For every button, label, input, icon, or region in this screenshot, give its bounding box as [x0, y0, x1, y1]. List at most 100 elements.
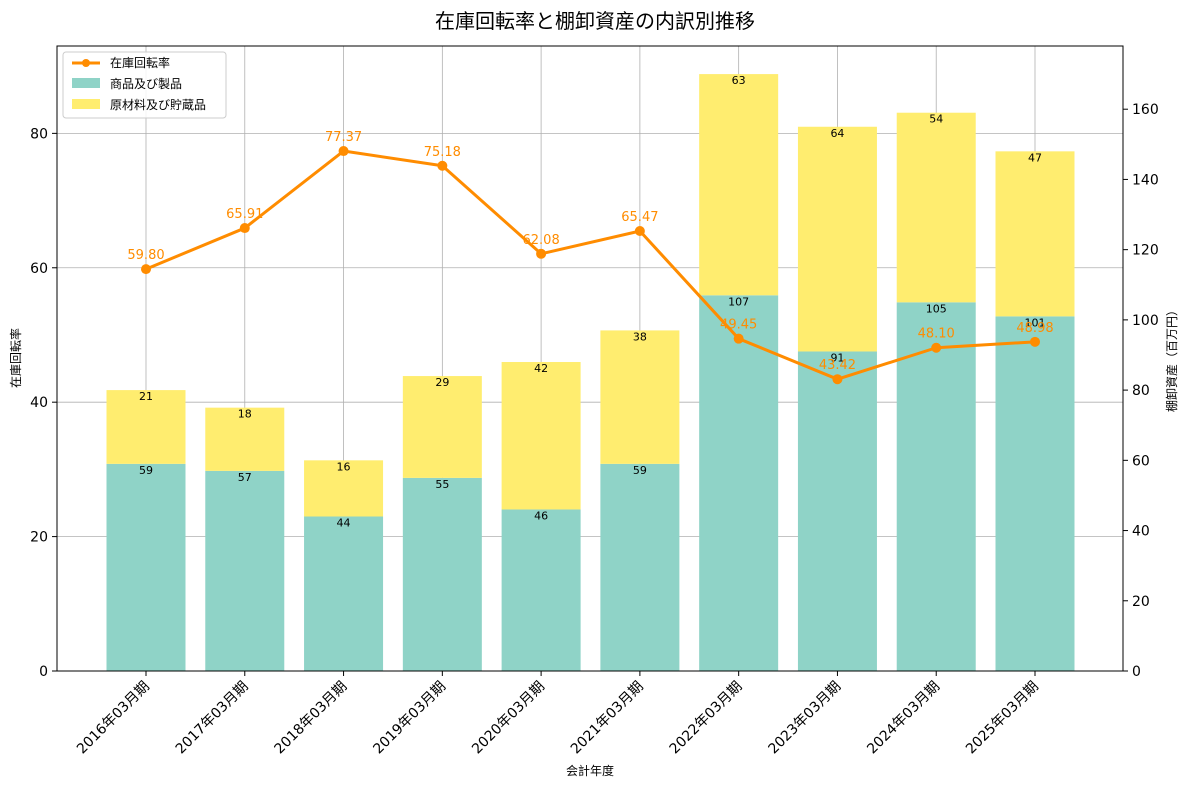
turnover-label: 77.37 — [325, 130, 362, 145]
bar-materials — [501, 362, 581, 510]
bar-label-products: 46 — [534, 509, 548, 522]
x-tick-label: 2017年03月期 — [173, 679, 252, 758]
turnover-label: 49.45 — [720, 318, 757, 333]
bar-materials — [896, 112, 976, 303]
turnover-label: 48.98 — [1016, 321, 1053, 336]
legend-label-materials: 原材料及び貯蔵品 — [110, 98, 206, 112]
x-axis-label: 会計年度 — [566, 763, 614, 778]
turnover-label: 65.91 — [226, 207, 263, 222]
x-tick-label: 2019年03月期 — [370, 679, 449, 758]
legend-swatch-materials — [72, 99, 100, 109]
y-right-tick-label: 40 — [1132, 524, 1150, 540]
turnover-point — [634, 226, 645, 237]
turnover-label: 59.80 — [127, 248, 164, 263]
bar-materials — [205, 407, 285, 471]
y-left-tick-label: 40 — [30, 395, 48, 411]
bar-label-materials: 54 — [929, 113, 943, 126]
bar-label-materials: 47 — [1028, 151, 1042, 164]
legend-label-turnover: 在庫回転率 — [110, 55, 170, 70]
bar-products — [304, 516, 384, 671]
turnover-point — [1030, 336, 1040, 347]
turnover-label: 65.47 — [621, 210, 658, 225]
legend-box — [62, 51, 227, 119]
y-right-tick-label: 0 — [1132, 664, 1141, 680]
legend-line-marker — [82, 59, 90, 67]
y-right-tick-label: 60 — [1132, 453, 1150, 469]
x-tick-label: 2020年03月期 — [469, 679, 548, 758]
y-right-tick-label: 140 — [1132, 172, 1159, 188]
bar-products — [205, 470, 285, 671]
y-right-tick-label: 20 — [1132, 594, 1150, 610]
x-tick-label: 2018年03月期 — [272, 679, 351, 758]
y-right-tick-label: 80 — [1132, 383, 1150, 399]
turnover-point — [733, 333, 744, 344]
bar-label-products: 57 — [238, 471, 252, 484]
chart-title: 在庫回転率と棚卸資産の内訳別推移 — [435, 9, 755, 33]
bar-products — [896, 302, 976, 671]
bar-label-products: 101 — [1025, 316, 1046, 329]
bar-materials — [304, 460, 384, 517]
turnover-point — [437, 160, 448, 171]
y-axis-right-label: 棚卸資産（百万円） — [1164, 304, 1179, 412]
y-left-tick-label: 0 — [39, 664, 48, 680]
turnover-point — [536, 248, 547, 259]
turnover-line: 59.80 65.91 77.37 75.18 62.08 65.47 49.45 43.42… — [127, 130, 1054, 385]
bar-label-materials: 38 — [633, 330, 647, 343]
bar-label-materials: 29 — [435, 376, 449, 389]
turnover-point — [931, 342, 942, 353]
bar-label-products: 105 — [926, 302, 947, 315]
bar-label-products: 59 — [139, 464, 153, 477]
bar-label-materials: 21 — [139, 390, 153, 403]
turnover-line-path — [145, 149, 1036, 381]
x-tick-label: 2024年03月期 — [864, 679, 943, 758]
y-right-tick-label: 160 — [1132, 102, 1159, 118]
x-axis: 2016年03月期 2017年03月期 2018年03月期 2019年03月期 2020… — [74, 671, 1042, 757]
bar-materials — [995, 151, 1075, 317]
turnover-point — [141, 264, 151, 275]
bar-label-materials: 18 — [238, 408, 252, 421]
bar-materials — [699, 74, 779, 296]
turnover-label: 75.18 — [424, 145, 461, 160]
bar-label-materials: 42 — [534, 362, 548, 375]
bar-label-products: 107 — [728, 295, 749, 308]
bar-products — [600, 463, 680, 671]
bar-label-products: 59 — [633, 464, 647, 477]
legend-swatch-products — [72, 78, 100, 88]
bar-products — [797, 351, 877, 671]
bar-label-products: 91 — [830, 351, 844, 364]
x-tick-label: 2022年03月期 — [667, 679, 746, 758]
bar-products — [402, 477, 482, 671]
bar-label-materials: 63 — [732, 74, 746, 87]
turnover-point — [239, 223, 250, 234]
y-axis-right: 0 20 40 60 80 100 120 140 160 — [1123, 102, 1159, 680]
bar-label-materials: 64 — [830, 127, 844, 140]
bars: 59 21 57 18 44 16 55 29 46 42 59 38 107 63 91 64 105 54 10… — [106, 74, 1075, 671]
y-left-tick-label: 20 — [30, 530, 48, 546]
bar-products — [699, 295, 779, 671]
y-axis-left: 0 20 40 60 80 — [30, 126, 57, 680]
turnover-point — [338, 146, 349, 157]
x-tick-label: 2016年03月期 — [74, 679, 153, 758]
y-left-tick-label: 60 — [30, 261, 48, 277]
bar-label-materials: 16 — [337, 460, 351, 473]
turnover-label: 48.10 — [918, 327, 955, 342]
x-tick-label: 2023年03月期 — [765, 679, 844, 758]
y-right-tick-label: 120 — [1132, 243, 1159, 259]
bar-materials — [797, 126, 877, 352]
turnover-label: 62.08 — [523, 233, 560, 248]
turnover-point — [832, 374, 843, 385]
legend: 在庫回転率 商品及び製品 原材料及び貯蔵品 — [62, 51, 227, 119]
legend-label-products: 商品及び製品 — [110, 76, 182, 91]
plot-frame — [56, 45, 1124, 672]
y-left-tick-label: 80 — [30, 126, 48, 142]
x-tick-label: 2025年03月期 — [963, 679, 1042, 758]
bar-materials — [106, 390, 186, 464]
bar-label-products: 44 — [337, 517, 351, 530]
bar-products — [501, 509, 581, 671]
bar-label-products: 55 — [435, 478, 449, 491]
bar-products — [995, 316, 1075, 671]
bar-materials — [402, 376, 482, 478]
bar-products — [106, 463, 186, 671]
turnover-label: 43.42 — [819, 358, 856, 373]
